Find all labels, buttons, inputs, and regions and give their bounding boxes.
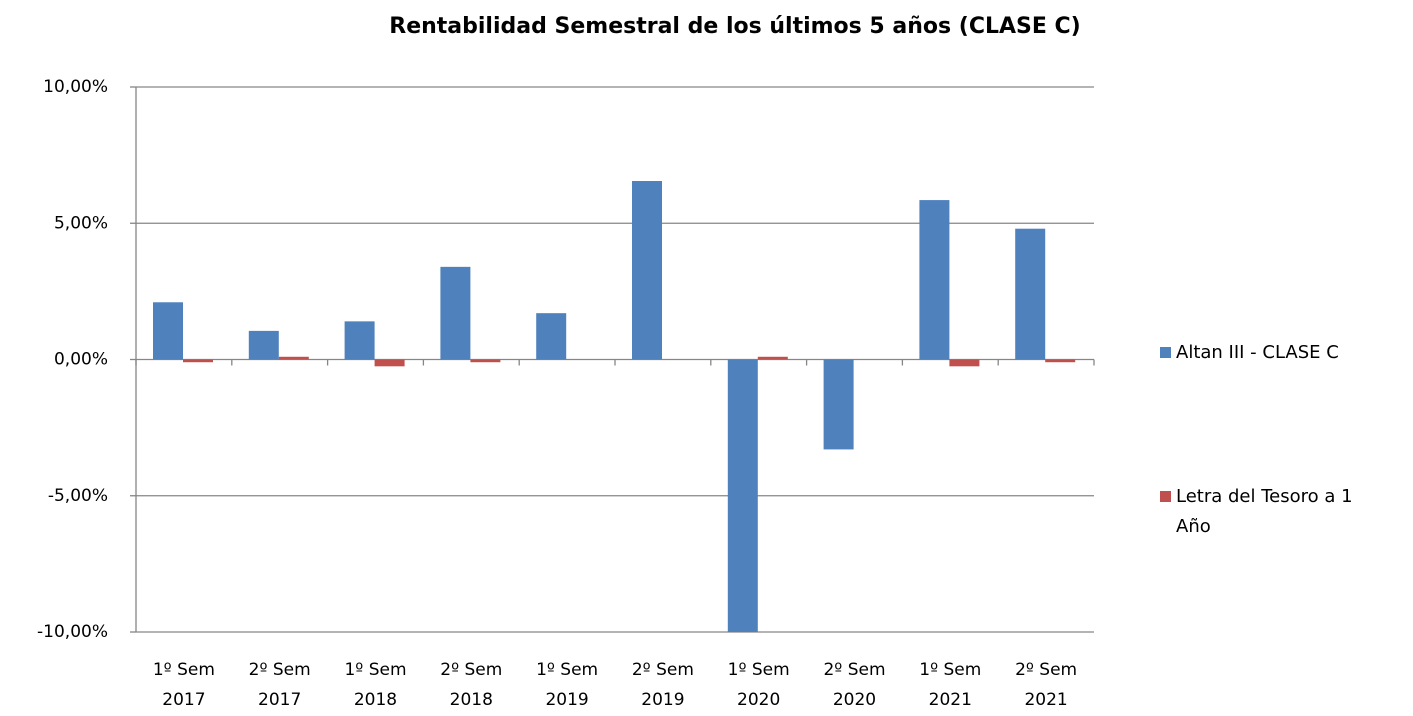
x-tick-label: 1º Sem 2019 (536, 660, 599, 710)
x-tick-label: 2º Sem 2021 (1015, 660, 1078, 710)
x-tick-label: 1º Sem 2017 (152, 660, 215, 710)
legend-label: Letra del Tesoro a 1 Año (1176, 486, 1353, 537)
x-tick-label: 1º Sem 2018 (344, 660, 407, 710)
bar (1015, 228, 1046, 360)
y-tick-label: -5,00% (48, 486, 108, 506)
bar (248, 330, 279, 360)
chart-title: Rentabilidad Semestral de los últimos 5 … (389, 14, 1081, 39)
bar (470, 359, 501, 363)
legend-label: Altan III - CLASE C (1176, 342, 1339, 363)
y-tick-label: 0,00% (54, 350, 108, 370)
x-tick-label: 1º Sem 2020 (727, 660, 790, 710)
legend-swatch (1160, 347, 1171, 358)
x-tick-label: 2º Sem 2017 (248, 660, 311, 710)
y-tick-label: -10,00% (37, 622, 108, 642)
x-tick-label: 2º Sem 2019 (631, 660, 694, 710)
bar (757, 356, 788, 360)
y-tick-label: 10,00% (43, 77, 108, 97)
bar (440, 266, 471, 360)
x-tick-label: 2º Sem 2020 (823, 660, 886, 710)
y-tick-label: 5,00% (54, 213, 108, 233)
x-tick-label: 2º Sem 2018 (440, 660, 503, 710)
bar (632, 181, 662, 360)
bar (1045, 359, 1076, 363)
bar (374, 359, 405, 367)
bar (949, 359, 980, 367)
bar (278, 356, 309, 360)
bar (183, 359, 213, 363)
bar (919, 200, 950, 360)
bar (727, 359, 758, 632)
bar (823, 359, 854, 450)
bar (153, 302, 183, 360)
x-tick-label: 1º Sem 2021 (919, 660, 982, 710)
bar (536, 313, 567, 360)
bar (344, 321, 375, 360)
legend-swatch (1160, 491, 1171, 502)
